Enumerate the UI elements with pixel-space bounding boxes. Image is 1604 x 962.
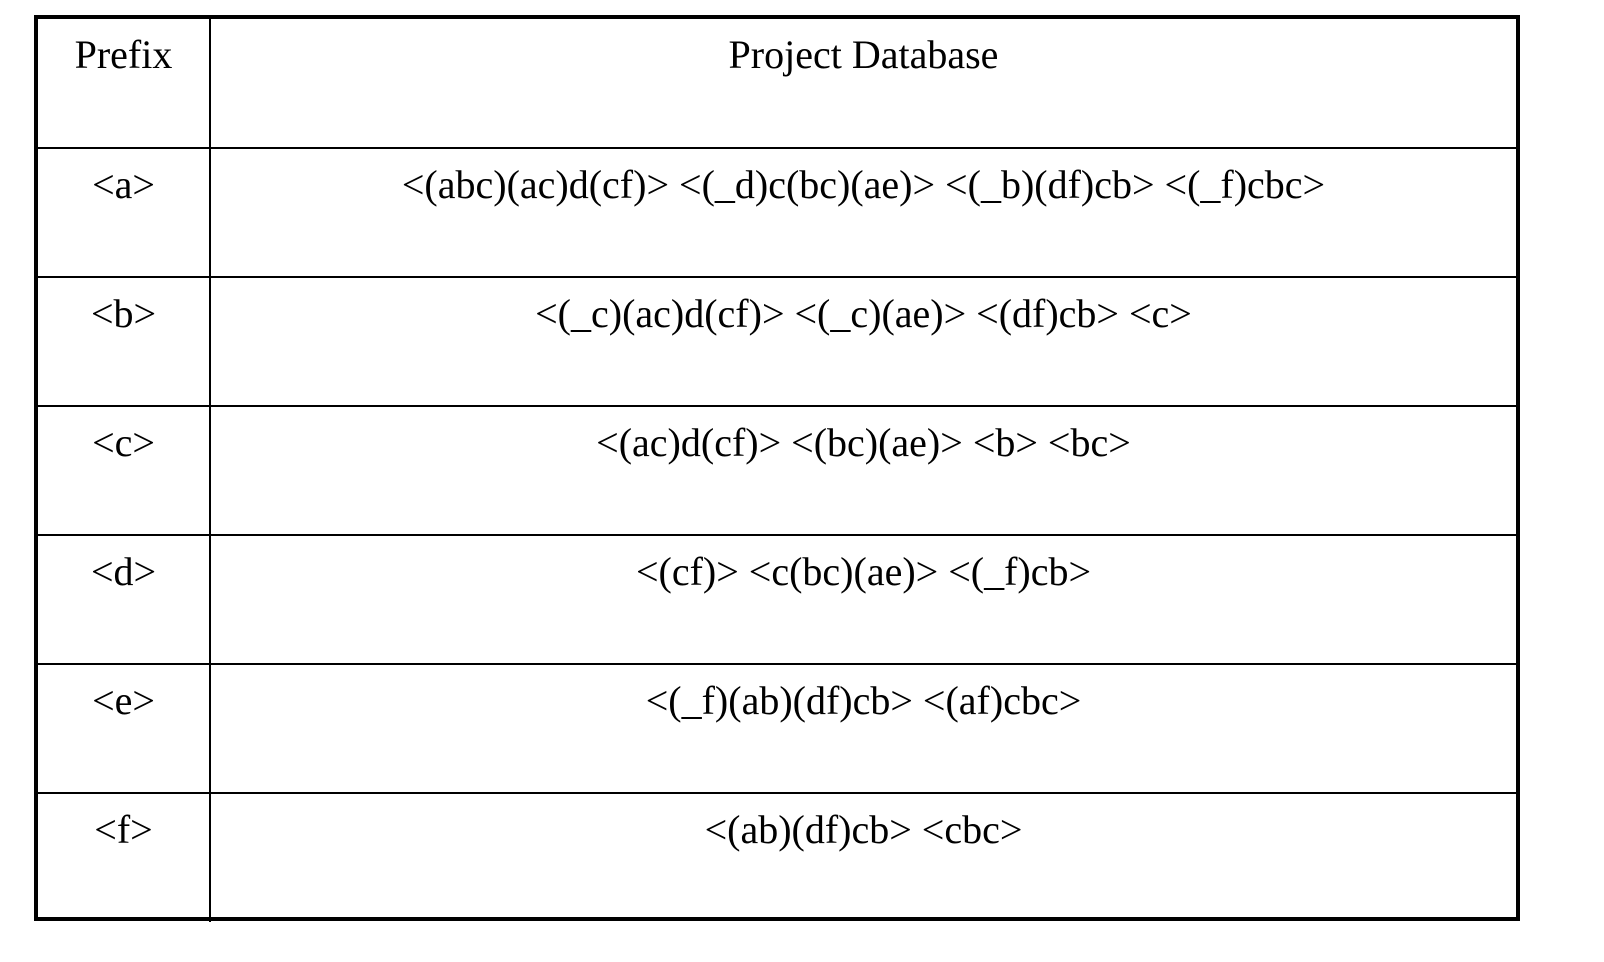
prefix-cell: <b>: [38, 276, 211, 407]
prefix-cell: <c>: [38, 405, 211, 536]
table-row: <a> <(abc)(ac)d(cf)> <(_d)c(bc)(ae)> <(_…: [38, 147, 1516, 278]
prefix-cell: <e>: [38, 663, 211, 794]
database-cell: <(abc)(ac)d(cf)> <(_d)c(bc)(ae)> <(_b)(d…: [209, 147, 1516, 278]
table-row: <b> <(_c)(ac)d(cf)> <(_c)(ae)> <(df)cb> …: [38, 276, 1516, 407]
database-cell: <(ab)(df)cb> <cbc>: [209, 792, 1516, 922]
projected-database-table: Prefix Project Database <a> <(abc)(ac)d(…: [34, 15, 1520, 922]
database-cell: <(_c)(ac)d(cf)> <(_c)(ae)> <(df)cb> <c>: [209, 276, 1516, 407]
prefix-cell: <d>: [38, 534, 211, 665]
table-row: <e> <(_f)(ab)(df)cb> <(af)cbc>: [38, 663, 1516, 794]
header-row: Prefix Project Database: [38, 19, 1516, 149]
database-cell: <(_f)(ab)(df)cb> <(af)cbc>: [209, 663, 1516, 794]
table-row: <d> <(cf)> <c(bc)(ae)> <(_f)cb>: [38, 534, 1516, 665]
table-row: <c> <(ac)d(cf)> <(bc)(ae)> <b> <bc>: [38, 405, 1516, 536]
prefix-column-header: Prefix: [38, 19, 211, 149]
prefix-cell: <f>: [38, 792, 211, 922]
projected-database-grid: Prefix Project Database <a> <(abc)(ac)d(…: [38, 19, 1516, 922]
prefix-cell: <a>: [38, 147, 211, 278]
database-column-header: Project Database: [209, 19, 1516, 149]
database-cell: <(cf)> <c(bc)(ae)> <(_f)cb>: [209, 534, 1516, 665]
table-row: <f> <(ab)(df)cb> <cbc>: [38, 792, 1516, 922]
database-cell: <(ac)d(cf)> <(bc)(ae)> <b> <bc>: [209, 405, 1516, 536]
